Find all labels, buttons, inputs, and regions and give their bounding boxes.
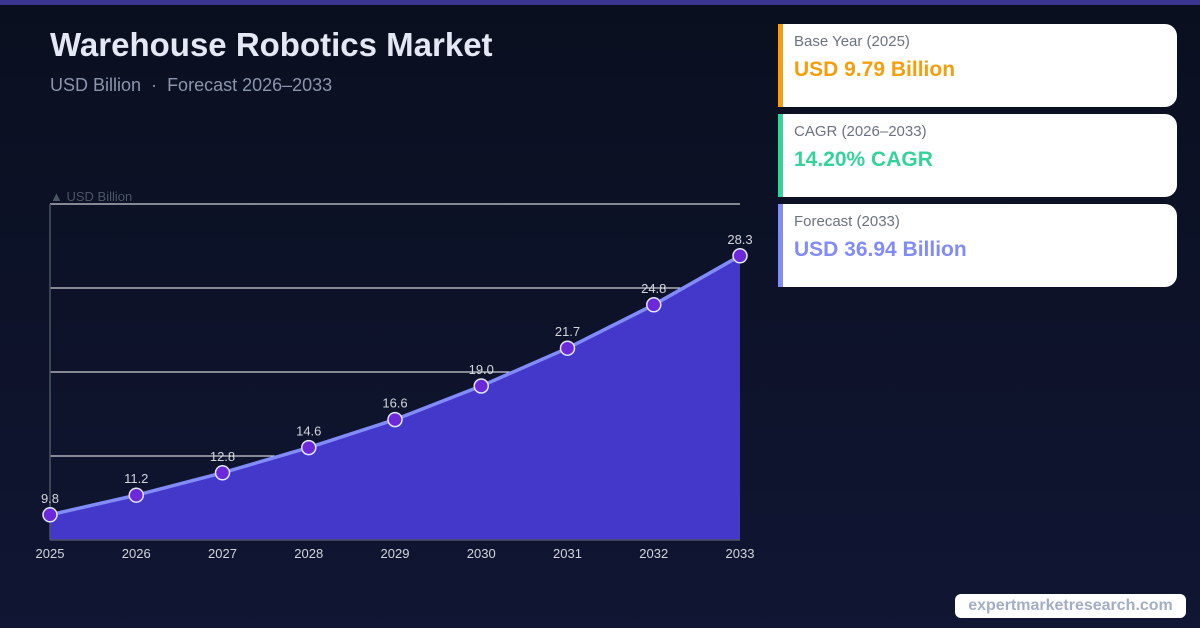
kpi-label-cagr: CAGR (2026–2033) xyxy=(794,123,927,140)
y-axis-unit-label: ▲ USD Billion xyxy=(50,189,132,204)
x-tick-2030: 2030 xyxy=(467,546,496,561)
x-tick-2029: 2029 xyxy=(381,546,410,561)
axes xyxy=(49,204,740,541)
x-tick-2028: 2028 xyxy=(294,546,323,561)
data-label-2027: 12.8 xyxy=(210,449,235,464)
kpi-label-forecast: Forecast (2033) xyxy=(794,213,900,230)
page-subtitle: USD Billion · Forecast 2026–2033 xyxy=(50,75,332,96)
data-label-2032: 24.8 xyxy=(641,281,666,296)
kpi-value-base-year: USD 9.79 Billion xyxy=(794,58,956,81)
x-tick-2026: 2026 xyxy=(122,546,151,561)
data-point-2030 xyxy=(473,378,489,394)
data-point-2025 xyxy=(42,507,58,523)
data-label-2026: 11.2 xyxy=(124,471,148,486)
data-point-2026 xyxy=(128,487,144,503)
x-tick-2025: 2025 xyxy=(36,546,65,561)
data-point-2027 xyxy=(214,465,231,481)
x-tick-2032: 2032 xyxy=(639,546,668,561)
data-labels: 9.8 11.2 12.8 14.6 16.6 19.0 21.7 24.8 28.3 xyxy=(41,232,753,506)
data-point-2031 xyxy=(559,340,576,356)
market-area-chart: ▲ USD Billion 9.8 11.2 12.8 14.6 16.6 19.0 21.… xyxy=(36,189,755,561)
data-point-2033 xyxy=(732,248,748,264)
data-point-2028 xyxy=(301,439,317,456)
x-tick-2033: 2033 xyxy=(726,546,755,561)
kpi-card-forecast: Forecast (2033) USD 36.94 Billion xyxy=(778,204,1177,287)
top-accent-bar xyxy=(0,0,1200,5)
kpi-card-base-year: Base Year (2025) USD 9.79 Billion xyxy=(778,24,1177,107)
area-fill xyxy=(50,255,740,541)
kpi-cards: Base Year (2025) USD 9.79 Billion CAGR (… xyxy=(778,24,1177,294)
data-label-2028: 14.6 xyxy=(296,424,321,439)
data-points xyxy=(42,248,748,523)
kpi-value-forecast: USD 36.94 Billion xyxy=(794,238,967,261)
data-label-2031: 21.7 xyxy=(555,324,580,339)
data-point-2032 xyxy=(646,297,662,313)
data-label-2025: 9.8 xyxy=(41,491,59,506)
kpi-label-base-year: Base Year (2025) xyxy=(794,33,910,50)
data-point-2029 xyxy=(387,411,403,428)
page-title: Warehouse Robotics Market xyxy=(50,26,493,63)
x-tick-2031: 2031 xyxy=(553,546,582,561)
subtitle-forecast: Forecast 2026–2033 xyxy=(167,75,333,95)
data-label-2030: 19.0 xyxy=(469,362,494,377)
subtitle-separator: · xyxy=(151,75,158,95)
data-label-2033: 28.3 xyxy=(727,232,752,247)
kpi-value-cagr: 14.20% CAGR xyxy=(794,148,933,171)
source-watermark[interactable]: expertmarketresearch.com xyxy=(955,594,1186,618)
data-label-2029: 16.6 xyxy=(382,396,407,411)
x-tick-2027: 2027 xyxy=(208,546,237,561)
subtitle-unit: USD Billion xyxy=(50,75,142,95)
x-tick-labels: 2025 2026 2027 2028 2029 2030 2031 2032 2033 xyxy=(36,546,755,561)
kpi-card-cagr: CAGR (2026–2033) 14.20% CAGR xyxy=(778,114,1177,197)
